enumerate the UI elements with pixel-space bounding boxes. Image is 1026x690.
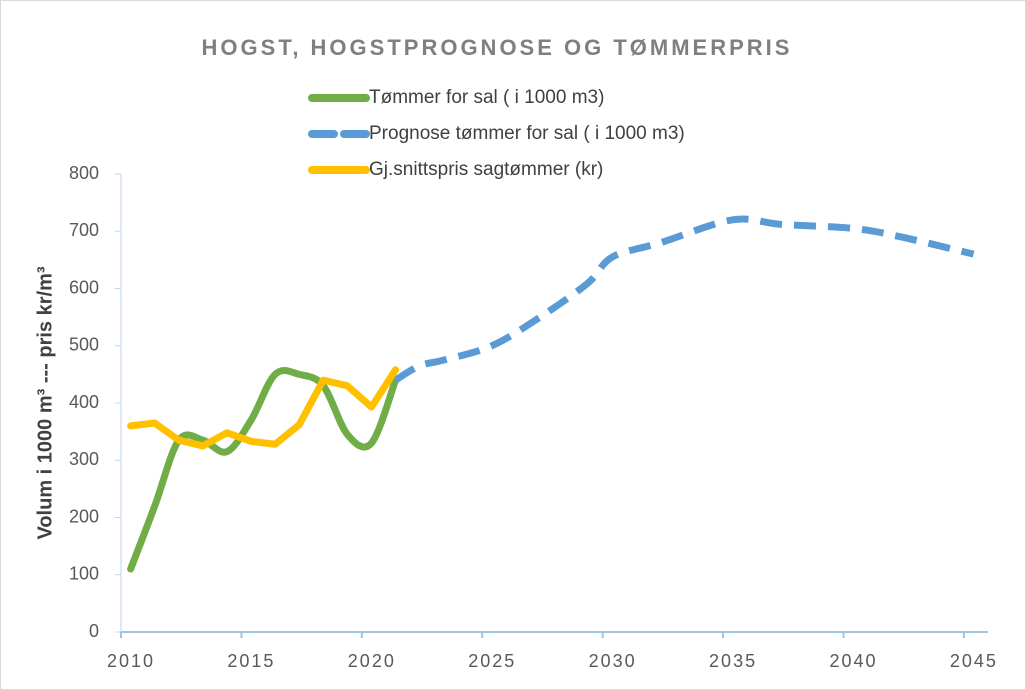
x-tick-label: 2025 [468, 651, 516, 671]
y-tick-label: 700 [69, 220, 99, 240]
x-tick-label: 2015 [227, 651, 275, 671]
y-tick-label: 300 [69, 449, 99, 469]
legend-label: Prognose tømmer for sal ( i 1000 m3) [369, 123, 685, 144]
legend-label: Tømmer for sal ( i 1000 m3) [369, 87, 604, 108]
chart-title: HOGST, HOGSTPROGNOSE OG TØMMERPRIS [202, 35, 793, 60]
x-tick-label: 2045 [950, 651, 998, 671]
y-tick-label: 500 [69, 335, 99, 355]
y-tick-label: 600 [69, 277, 99, 297]
y-tick-label: 100 [69, 564, 99, 584]
legend-label: Gj.snittspris sagtømmer (kr) [369, 159, 603, 180]
x-tick-label: 2010 [107, 651, 155, 671]
series-line [127, 366, 400, 450]
series-line [127, 367, 400, 573]
x-tick-label: 2040 [829, 651, 877, 671]
x-tick-label: 2020 [348, 651, 396, 671]
y-tick-label: 800 [69, 163, 99, 183]
y-tick-label: 0 [89, 621, 99, 641]
x-tick-label: 2035 [709, 651, 757, 671]
y-axis-label: Volum i 1000 m³ --- pris kr/m³ [34, 266, 56, 539]
y-tick-label: 200 [69, 506, 99, 526]
x-tick-label: 2030 [589, 651, 637, 671]
y-tick-label: 400 [69, 392, 99, 412]
series-line [393, 215, 975, 384]
